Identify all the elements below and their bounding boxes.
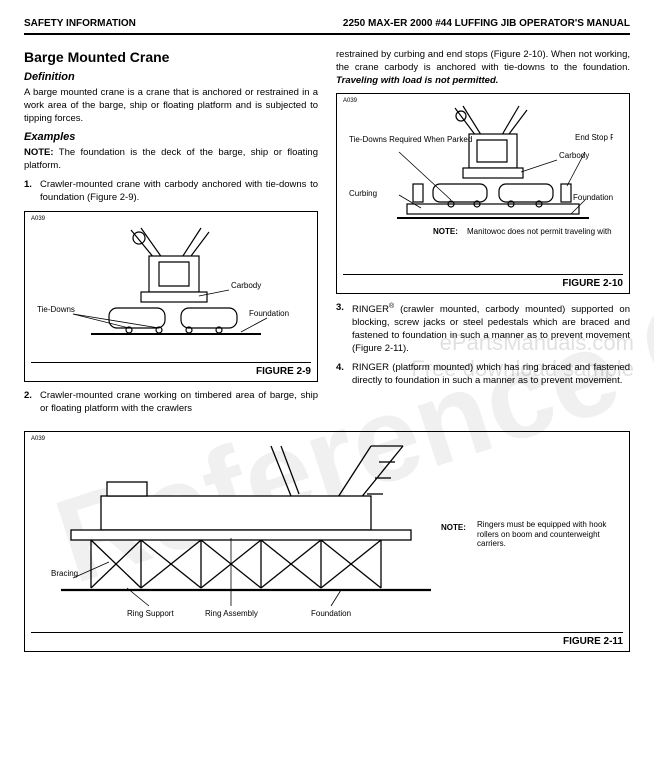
label-tiedowns-parked: Tie-Downs Required When Parked [349, 135, 472, 144]
figure-2-11-svg: Bracing Ring Support Ring Assembly Found… [31, 438, 621, 628]
note-foundation: NOTE: The foundation is the deck of the … [24, 147, 318, 173]
label-ringsupport: Ring Support [127, 609, 174, 618]
examples-heading: Examples [24, 131, 318, 143]
left-column: Barge Mounted Crane Definition A barge m… [24, 49, 318, 421]
page-header: SAFETY INFORMATION 2250 MAX-ER 2000 #44 … [24, 18, 630, 35]
label-foundation-3: Foundation [311, 609, 351, 618]
label-bracing: Bracing [51, 569, 78, 578]
label-ringassembly: Ring Assembly [205, 609, 258, 618]
fig210-note-text: Manitowoc does not permit traveling with… [467, 227, 613, 236]
figure-2-11: A039 [24, 431, 630, 652]
figure-2-10: A039 [336, 93, 630, 294]
figure-2-9: A039 [24, 211, 318, 382]
label-curbing: Curbing [349, 189, 377, 198]
definition-text: A barge mounted crane is a crane that is… [24, 87, 318, 125]
definition-heading: Definition [24, 71, 318, 83]
col2-continuation: restrained by curbing and end stops (Fig… [336, 49, 630, 87]
list-item-1: 1. Crawler-mounted crane with carbody an… [24, 179, 318, 205]
figure-2-9-caption: FIGURE 2-9 [31, 362, 311, 377]
label-tiedowns: Tie-Downs [37, 305, 75, 314]
label-foundation: Foundation [249, 309, 289, 318]
label-endstop: End Stop Front and Rear [575, 133, 613, 142]
figure-2-9-svg: Tie-Downs Carbody Foundation [31, 218, 301, 358]
header-right: 2250 MAX-ER 2000 #44 LUFFING JIB OPERATO… [343, 18, 630, 29]
fig211-note-text: Ringers must be equipped with hook rolle… [477, 520, 607, 549]
label-carbody: Carbody [231, 281, 261, 290]
list-item-3: 3. RINGER® (crawler mounted, carbody mou… [336, 302, 630, 355]
list-item-2: 2. Crawler-mounted crane working on timb… [24, 390, 318, 416]
header-left: SAFETY INFORMATION [24, 18, 136, 29]
list-item-4: 4. RINGER (platform mounted) which has r… [336, 362, 630, 388]
figure-2-10-svg: Tie-Downs Required When Parked Curbing C… [343, 100, 613, 270]
fig211-note-label: NOTE: [441, 523, 466, 532]
section-title: Barge Mounted Crane [24, 49, 318, 65]
figure-2-10-caption: FIGURE 2-10 [343, 274, 623, 289]
fig210-note-label: NOTE: [433, 227, 458, 236]
label-foundation-2: Foundation [573, 193, 613, 202]
figure-2-11-caption: FIGURE 2-11 [31, 632, 623, 647]
right-column: restrained by curbing and end stops (Fig… [336, 49, 630, 421]
label-carbody-2: Carbody [559, 151, 589, 160]
